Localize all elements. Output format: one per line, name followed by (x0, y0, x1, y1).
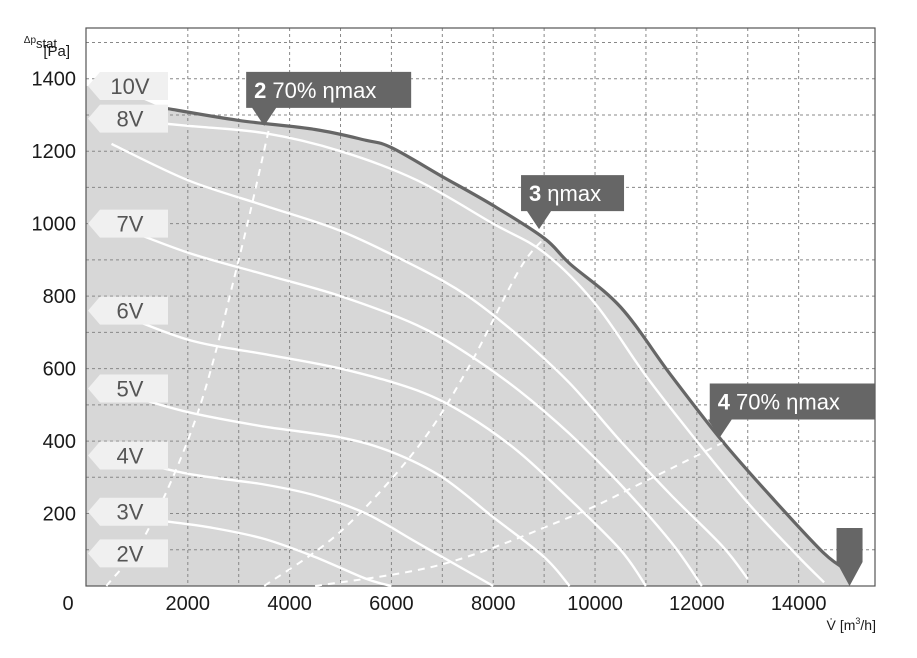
axis-ticks: 0 2000 4000 6000 8000 10000 12000 14000 200 400 60… (32, 69, 827, 615)
x-tick-label: 10000 (567, 593, 623, 615)
voltage-label-2V: 2V (88, 539, 168, 568)
axis-labels: Δpstat [Pa] V̇ [m3/h] (24, 35, 876, 633)
y-axis-unit: [Pa] (43, 43, 70, 60)
callout-2: 2 70% ηmax (246, 71, 412, 126)
operating-envelope (86, 86, 850, 586)
voltage-label-box (88, 71, 168, 100)
voltage-label-box (88, 497, 168, 526)
x-axis-unit-sup: 3 (855, 616, 860, 626)
voltage-label-text: 10V (110, 74, 149, 99)
voltage-labels: 10V 8V 7V 6V 5V 4V 3V 2V (88, 71, 168, 568)
voltage-label-text: 4V (117, 444, 144, 469)
callout-4: 4 70% ηmax (707, 383, 875, 438)
callout-number: 2 (254, 78, 266, 103)
x-axis-symbol: V̇ (827, 617, 837, 633)
y-axis-symbol: Δp (24, 35, 37, 46)
y-tick-label: 800 (43, 286, 76, 308)
x-tick-label: 8000 (471, 593, 516, 615)
series-line-4V (111, 389, 571, 587)
x-tick-label: 2000 (166, 593, 211, 615)
callout-text: 4 70% ηmax (718, 389, 840, 414)
voltage-label-7V: 7V (88, 209, 168, 238)
callout-box (521, 175, 625, 230)
voltage-label-5V: 5V (88, 374, 168, 403)
voltage-label-text: 3V (117, 500, 144, 525)
voltage-label-box (88, 539, 168, 568)
x-tick-label: 14000 (771, 593, 827, 615)
efficiency-line-2 (263, 237, 545, 587)
voltage-label-text: 5V (117, 377, 144, 402)
y-tick-label: 600 (43, 359, 76, 381)
series-line-7V (110, 142, 749, 580)
voltage-label-3V: 3V (88, 497, 168, 526)
series-line-3V (111, 454, 494, 588)
callout-text: 2 70% ηmax (254, 78, 376, 103)
series-line-6V (111, 222, 703, 587)
voltage-label-text: 2V (117, 541, 144, 566)
voltage-curves (110, 106, 851, 588)
series-line-10V (162, 106, 851, 573)
voltage-label-box (88, 374, 168, 403)
callout-number: 3 (529, 181, 541, 206)
voltage-label-box (88, 296, 168, 325)
y-tick-label: 1400 (32, 69, 77, 91)
y-axis-subscript: stat (36, 36, 57, 51)
y-tick-label: 1000 (32, 214, 77, 236)
voltage-label-text: 8V (117, 107, 144, 132)
voltage-label-4V: 4V (88, 441, 168, 470)
voltage-label-10V: 10V (88, 71, 168, 100)
series-line-5V (111, 309, 647, 587)
y-tick-label: 200 (43, 504, 76, 526)
voltage-label-8V: 8V (88, 104, 168, 133)
voltage-label-box (88, 441, 168, 470)
series-line-8V (111, 117, 825, 584)
callout-label: ηmax (547, 181, 601, 206)
x-tick-label: 12000 (669, 593, 725, 615)
plot-frame (85, 27, 876, 587)
x-tick-label: 6000 (369, 593, 414, 615)
callout-box (246, 71, 412, 126)
voltage-label-box (88, 104, 168, 133)
callout-number: 4 (718, 389, 731, 414)
voltage-label-box (88, 209, 168, 238)
callout-label: 70% ηmax (272, 78, 376, 103)
end-marker-arrow (836, 528, 863, 586)
voltage-label-text: 7V (117, 212, 144, 237)
x-tick-label: 4000 (267, 593, 312, 615)
x-axis-unit-post: /h] (860, 617, 876, 633)
x-axis-label: V̇ [m3/h] (827, 616, 877, 633)
x-tick-label: 0 (62, 593, 73, 615)
y-tick-label: 400 (43, 431, 76, 453)
callout-3: 3 ηmax (521, 175, 625, 230)
x-axis-unit-pre: [m (840, 617, 856, 633)
callout-text: 3 ηmax (529, 181, 601, 206)
callout-label: 70% ηmax (736, 389, 840, 414)
callout-box (707, 383, 875, 438)
envelope-area (86, 86, 850, 586)
voltage-label-text: 6V (117, 299, 144, 324)
y-tick-label: 1200 (32, 141, 77, 163)
grid (85, 27, 876, 587)
voltage-label-6V: 6V (88, 296, 168, 325)
y-axis-label: Δpstat (24, 35, 58, 51)
